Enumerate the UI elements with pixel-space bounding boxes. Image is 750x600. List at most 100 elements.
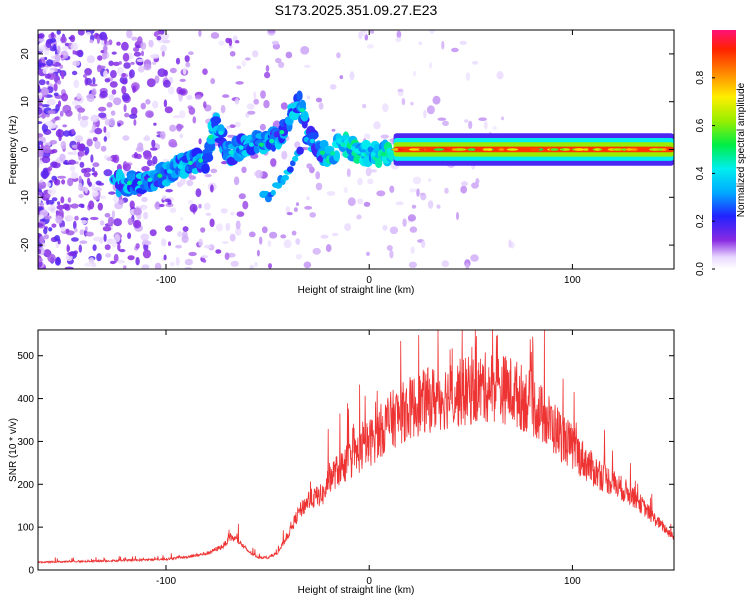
- spectrogram-cell: [306, 132, 319, 140]
- spectrogram-cell: [169, 207, 177, 213]
- spectrogram-cell: [75, 161, 79, 165]
- spectrogram-cell: [142, 205, 146, 211]
- spectrogram-cell: [70, 42, 79, 51]
- spectrogram-cell: [86, 93, 95, 103]
- spectrogram-cell: [46, 80, 50, 85]
- spectrogram-cell: [79, 229, 85, 236]
- spectrogram-cell: [121, 85, 127, 95]
- spectrogram-cell: [109, 81, 118, 88]
- spectrogram-cell: [296, 90, 303, 102]
- spectrogram-cell: [40, 170, 50, 179]
- spectrogram-cell: [141, 196, 148, 203]
- spectrogram-cell: [129, 69, 135, 78]
- spectrogram-cell: [500, 116, 505, 121]
- spectrogram-cell: [133, 119, 137, 126]
- spectrogram-cell: [280, 102, 288, 110]
- spectrogram-cell: [151, 139, 156, 148]
- spectrogram-cell: [408, 148, 419, 151]
- spectrogram-cell: [153, 122, 157, 126]
- spectrogram-cell: [295, 254, 302, 260]
- spectrogram-cell: [129, 54, 135, 59]
- spectrogram-cell: [175, 256, 180, 266]
- spectrogram-cell: [436, 204, 441, 209]
- spectrogram-cell: [396, 30, 402, 39]
- spectrogram-cell: [626, 148, 632, 151]
- spectrogram-cell: [234, 121, 241, 128]
- spectrogram-cell: [127, 232, 132, 239]
- spectrogram-cell: [662, 148, 667, 151]
- spectrogram-cell: [38, 185, 45, 190]
- spectrogram-cell: [141, 264, 150, 269]
- spectrogram-cell: [49, 140, 58, 145]
- spectrogram-cell: [131, 36, 138, 41]
- spectrogram-cell: [116, 259, 126, 264]
- spectrogram-cell: [164, 106, 173, 114]
- spectrogram-cell: [410, 246, 415, 254]
- spectrogram-cell: [54, 53, 61, 63]
- spectrogram-cell: [56, 30, 61, 35]
- colorbar-tick-label: 0.4: [695, 166, 706, 180]
- spectrogram-cell: [94, 127, 103, 135]
- spectrogram-cell: [145, 110, 154, 118]
- spectrogram-cell: [343, 186, 348, 193]
- spectrogram-cell: [91, 167, 95, 173]
- spectrogram-cell: [108, 117, 116, 127]
- spectrogram-cell: [143, 63, 152, 71]
- spectrogram-cell: [96, 64, 102, 73]
- spectrogram-cell: [119, 248, 126, 253]
- spectrogram-cell: [370, 152, 376, 157]
- spectrogram-cell: [137, 65, 145, 73]
- spectrogram-cell: [370, 169, 378, 173]
- spectrogram-cell: [360, 152, 366, 157]
- spectrogram-cell: [397, 88, 404, 93]
- spectrogram-cell: [215, 249, 222, 254]
- spectrogram-cell: [416, 188, 420, 197]
- spectrogram-cell: [312, 247, 321, 255]
- spectrogram-cell: [85, 231, 94, 237]
- spectrogram-cell: [99, 220, 105, 226]
- spectrogram-cell: [121, 73, 126, 77]
- spectrogram-cell: [218, 130, 224, 135]
- spectrogram-cell: [325, 244, 332, 253]
- spectrogram-cell: [329, 84, 337, 90]
- spectrogram-cell: [109, 260, 116, 265]
- spectrogram-cell: [293, 207, 298, 213]
- spectrogram-cell: [84, 68, 92, 76]
- spectrogram-cell: [259, 123, 266, 131]
- spectrogram-cell: [72, 150, 78, 156]
- spectrogram-cell: [363, 201, 371, 207]
- spectrogram-cell: [41, 242, 46, 248]
- spectrogram-cell: [242, 200, 249, 210]
- spectrogram-cell: [357, 198, 363, 205]
- spectrogram-cell: [61, 179, 66, 185]
- spectrogram-cell: [52, 43, 57, 51]
- spectrogram-cell: [246, 103, 255, 110]
- spectrogram-cell: [103, 169, 113, 177]
- spectrogram-cell: [289, 112, 295, 117]
- spectrogram-cell: [472, 60, 479, 65]
- x-tick-label: -100: [156, 275, 176, 286]
- spectrogram-cell: [649, 148, 660, 151]
- spectrogram-cell: [118, 61, 122, 65]
- spectrogram-cell: [178, 89, 186, 95]
- spectrogram-cell: [336, 52, 341, 59]
- spectrogram-cell: [113, 97, 122, 106]
- spectrogram-cell: [45, 120, 53, 126]
- spectrogram-cell: [287, 166, 294, 173]
- spectrogram-cell: [175, 57, 181, 65]
- spectrogram-cell: [411, 204, 417, 209]
- spectrogram-cell: [198, 30, 202, 37]
- spectrogram-cell: [77, 107, 86, 113]
- spectrogram-cell: [268, 263, 272, 269]
- spectrogram-cell: [238, 145, 244, 150]
- spectrogram-cell: [306, 196, 310, 201]
- spectrogram-cell: [96, 253, 102, 262]
- spectrogram-cell: [73, 220, 77, 230]
- spectrogram-cell: [209, 218, 215, 228]
- spectrogram-cell: [103, 70, 108, 79]
- spectrogram-cell: [53, 83, 58, 92]
- spectrogram-cell: [70, 203, 79, 209]
- spectrogram-cell: [38, 133, 44, 138]
- spectrogram-cell: [175, 244, 183, 249]
- spectrogram-cell: [132, 85, 137, 93]
